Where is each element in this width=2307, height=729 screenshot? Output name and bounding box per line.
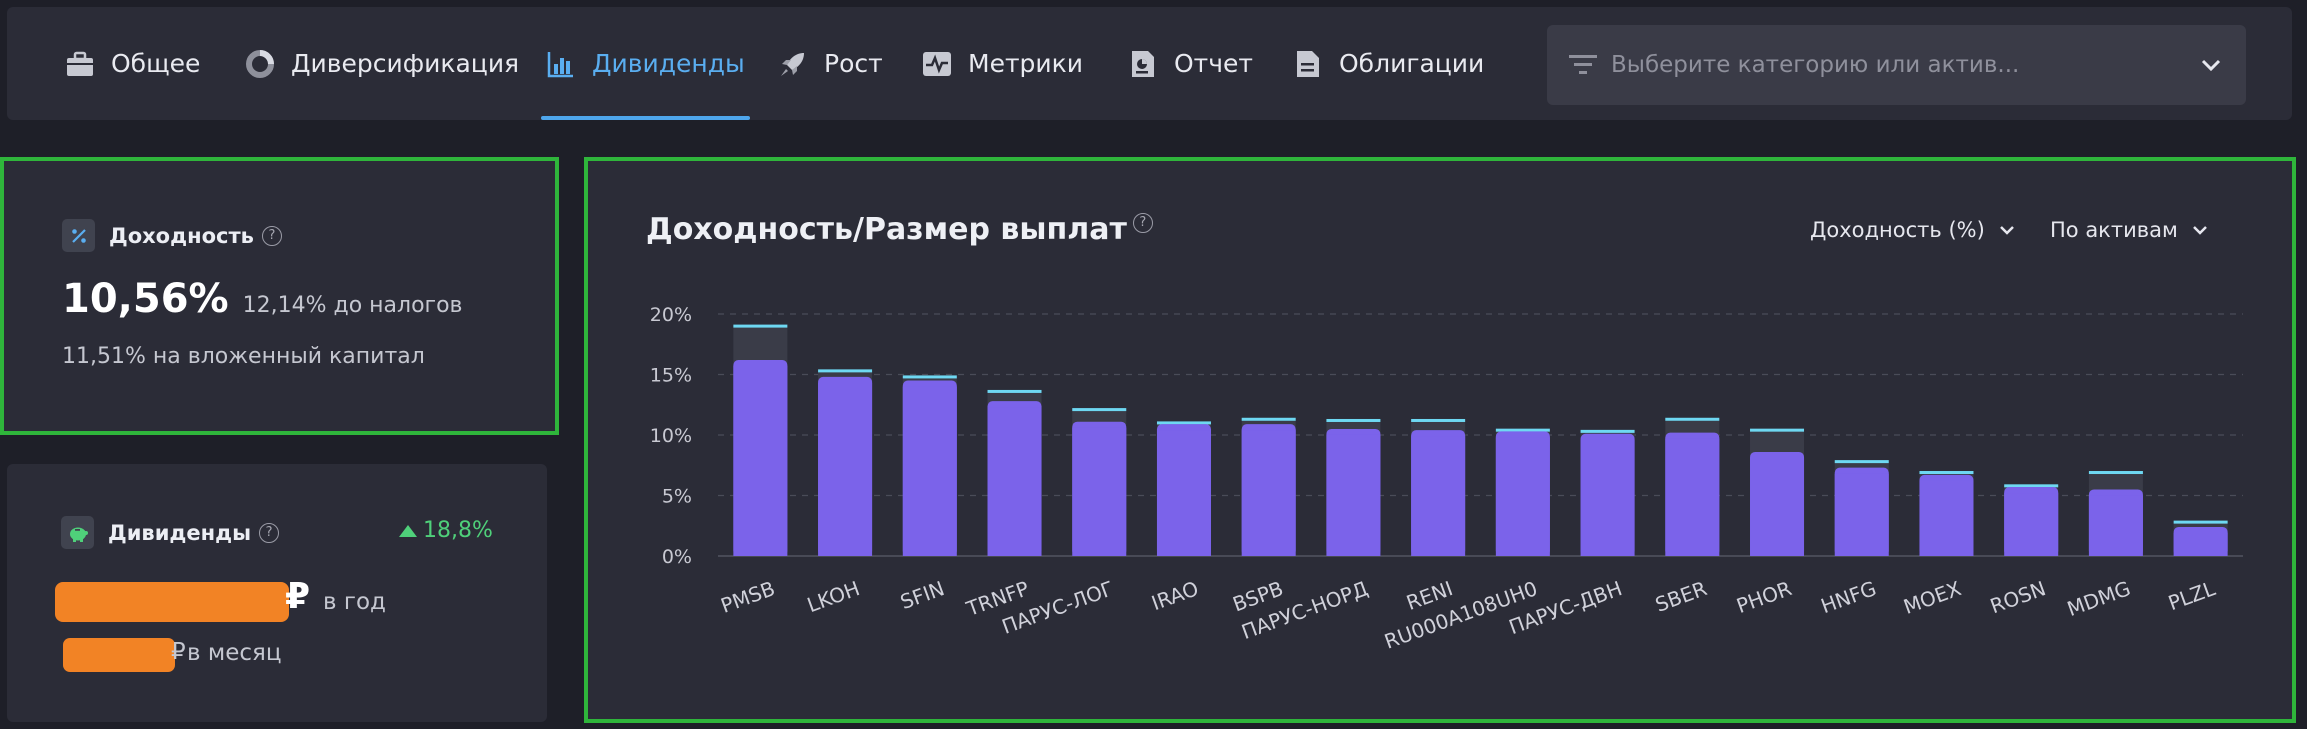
tab-label: Облигации bbox=[1339, 49, 1485, 78]
tab-label: Метрики bbox=[968, 49, 1083, 78]
rocket-icon bbox=[778, 49, 808, 79]
yield-on-capital: 11,51% на вложенный капитал bbox=[62, 344, 425, 369]
report-icon bbox=[1128, 49, 1158, 79]
redacted-amount bbox=[55, 582, 289, 622]
tab-label: Рост bbox=[824, 49, 883, 78]
tab-general[interactable]: Общее bbox=[65, 7, 200, 120]
tab-diversification[interactable]: Диверсификация bbox=[245, 7, 519, 120]
dividends-per-year-label: в год bbox=[323, 589, 386, 615]
chevron-down-icon[interactable] bbox=[2198, 52, 2224, 78]
tab-label: Диверсификация bbox=[291, 49, 520, 78]
tab-bonds[interactable]: Облигации bbox=[1293, 7, 1484, 120]
help-icon[interactable]: ? bbox=[261, 225, 282, 246]
chart-title: Доходность/Размер выплат ? bbox=[646, 212, 1153, 247]
tab-label: Общее bbox=[111, 49, 201, 78]
briefcase-icon bbox=[65, 49, 95, 79]
dividends-change-value: 18,8% bbox=[423, 518, 493, 543]
triangle-up-icon bbox=[399, 524, 417, 537]
tab-metrics[interactable]: Метрики bbox=[922, 7, 1083, 120]
category-select-placeholder: Выберите категорию или актив... bbox=[1611, 52, 2020, 78]
top-navigation: Общее Диверсификация Дивиденды Рост Метр… bbox=[7, 7, 2292, 120]
dividends-card: Дивиденды ? 18,8% ₽ в год ₽ в месяц bbox=[7, 464, 547, 722]
currency-symbol: ₽ bbox=[171, 639, 186, 665]
yield-card-title: Доходность bbox=[109, 223, 254, 248]
filter-icon bbox=[1569, 55, 1597, 74]
tab-label: Отчет bbox=[1174, 49, 1253, 78]
tab-growth[interactable]: Рост bbox=[778, 7, 883, 120]
redacted-amount bbox=[63, 638, 175, 672]
tab-label: Дивиденды bbox=[592, 49, 745, 78]
help-icon[interactable]: ? bbox=[259, 522, 280, 543]
percent-icon bbox=[62, 219, 95, 252]
help-icon[interactable]: ? bbox=[1132, 212, 1153, 233]
group-dropdown[interactable]: По активам bbox=[2050, 218, 2208, 242]
chevron-down-icon bbox=[2192, 226, 2207, 235]
dividends-per-month-label: в месяц bbox=[187, 640, 282, 666]
donut-chart-icon bbox=[245, 49, 275, 79]
chart-title-text: Доходность/Размер выплат bbox=[646, 212, 1127, 247]
category-select[interactable]: Выберите категорию или актив... bbox=[1547, 25, 2246, 105]
yield-card: Доходность ? 10,56% 12,14% до налогов 11… bbox=[0, 157, 559, 435]
currency-symbol: ₽ bbox=[285, 576, 311, 617]
metric-dropdown-label: Доходность (%) bbox=[1810, 218, 1985, 242]
tab-dividends[interactable]: Дивиденды bbox=[541, 7, 750, 120]
yield-before-tax: 12,14% до налогов bbox=[242, 293, 463, 318]
metric-dropdown[interactable]: Доходность (%) bbox=[1810, 218, 2015, 242]
chevron-down-icon bbox=[1999, 226, 2014, 235]
dividends-card-title: Дивиденды bbox=[108, 520, 252, 545]
bar-chart-icon bbox=[546, 49, 576, 79]
tab-report[interactable]: Отчет bbox=[1128, 7, 1253, 120]
dividends-change: 18,8% bbox=[399, 518, 493, 543]
yield-value: 10,56% bbox=[62, 276, 229, 322]
group-dropdown-label: По активам bbox=[2050, 218, 2178, 242]
piggy-bank-icon bbox=[61, 516, 94, 549]
document-icon bbox=[1293, 49, 1323, 79]
pulse-icon bbox=[922, 49, 952, 79]
